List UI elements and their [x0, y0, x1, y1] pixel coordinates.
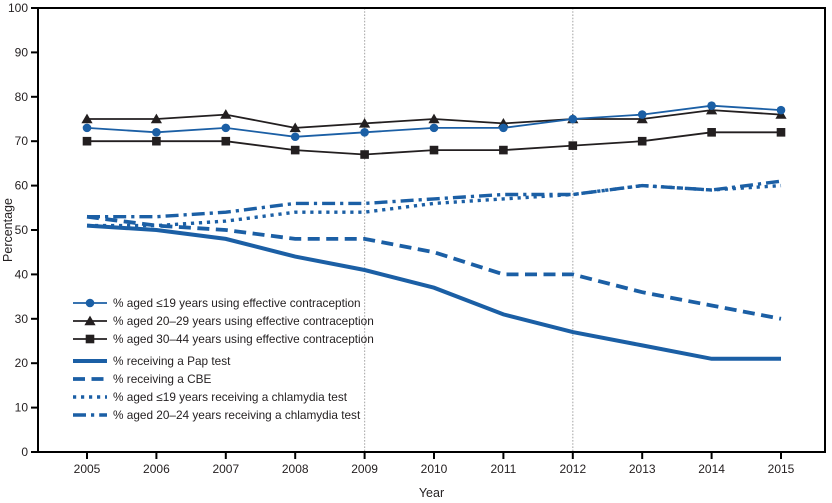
- series-2-marker: [360, 150, 369, 159]
- y-tick-label: 90: [15, 45, 29, 59]
- series-2-marker: [290, 145, 300, 155]
- y-tick-label: 0: [21, 445, 28, 459]
- series-2-marker: [776, 128, 786, 137]
- legend-label: % receiving a CBE: [113, 372, 211, 386]
- series-2-marker: [221, 136, 231, 146]
- series-0-marker: [82, 123, 92, 133]
- x-tick-label: 2007: [212, 462, 239, 476]
- x-axis-title: Year: [419, 486, 444, 500]
- x-tick-label: 2011: [490, 462, 516, 476]
- x-tick-label: 2006: [143, 462, 170, 476]
- series-2-marker: [152, 136, 161, 146]
- legend-marker-square: [85, 334, 95, 344]
- series-0-marker: [776, 105, 786, 115]
- x-tick-label: 2014: [698, 462, 725, 476]
- y-axis-title: Percentage: [1, 198, 15, 262]
- y-tick-label: 20: [15, 356, 29, 370]
- series-1-marker: [150, 113, 162, 124]
- y-tick-label: 70: [15, 134, 29, 148]
- legend-marker-triangle: [84, 315, 96, 326]
- series-1-marker: [359, 118, 371, 128]
- series-line-3: [86, 223, 781, 361]
- series-2-marker: [499, 145, 508, 155]
- series-0-marker: [221, 123, 231, 133]
- series-2-marker: [82, 136, 92, 146]
- legend-label: % aged ≤19 years using effective contrac…: [113, 296, 361, 310]
- series-0-marker: [290, 132, 300, 142]
- x-tick-label: 2005: [74, 462, 101, 476]
- x-tick-label: 2013: [629, 462, 656, 476]
- legend-label: % aged 20–24 years receiving a chlamydia…: [113, 408, 361, 422]
- y-tick-label: 100: [8, 1, 28, 15]
- legend-marker-circle: [85, 298, 95, 308]
- series-line-6: [87, 179, 782, 219]
- x-tick-label: 2015: [768, 462, 795, 476]
- x-tick-label: 2009: [351, 462, 378, 476]
- x-tick-label: 2012: [559, 462, 586, 476]
- y-tick-label: 30: [15, 312, 29, 326]
- series-0-marker: [707, 101, 716, 110]
- series-line-4: [86, 214, 782, 321]
- x-tick-label: 2010: [421, 462, 448, 476]
- series-0-marker: [568, 114, 578, 124]
- series-2-marker: [637, 136, 647, 146]
- series-2-marker: [707, 128, 716, 137]
- series-0-marker: [360, 128, 369, 137]
- series-1-marker: [289, 122, 301, 133]
- y-tick-label: 40: [15, 267, 29, 281]
- y-tick-label: 80: [15, 90, 29, 104]
- legend-label: % aged 20–29 years using effective contr…: [113, 314, 374, 328]
- series-0-marker: [499, 123, 508, 133]
- series-1-marker: [220, 109, 232, 119]
- legend-label: % aged ≤19 years receiving a chlamydia t…: [113, 390, 348, 404]
- series-1-marker: [81, 113, 93, 124]
- series-0-marker: [152, 128, 161, 137]
- series-1-marker: [428, 113, 440, 124]
- series-2-marker: [429, 145, 439, 155]
- legend-label: % aged 30–44 years using effective contr…: [113, 332, 374, 346]
- y-tick-label: 50: [15, 223, 29, 237]
- legend-label: % receiving a Pap test: [113, 354, 231, 368]
- x-tick-label: 2008: [282, 462, 309, 476]
- y-tick-label: 60: [15, 179, 29, 193]
- series-2-marker: [568, 141, 578, 150]
- series-0-marker: [429, 123, 439, 133]
- series-line-5: [87, 183, 782, 228]
- series-0-marker: [637, 110, 647, 119]
- y-tick-label: 10: [15, 401, 29, 415]
